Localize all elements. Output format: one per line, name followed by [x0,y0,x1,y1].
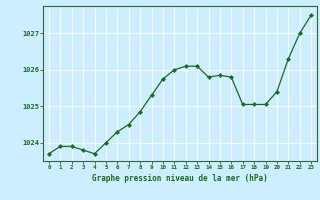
X-axis label: Graphe pression niveau de la mer (hPa): Graphe pression niveau de la mer (hPa) [92,174,268,183]
